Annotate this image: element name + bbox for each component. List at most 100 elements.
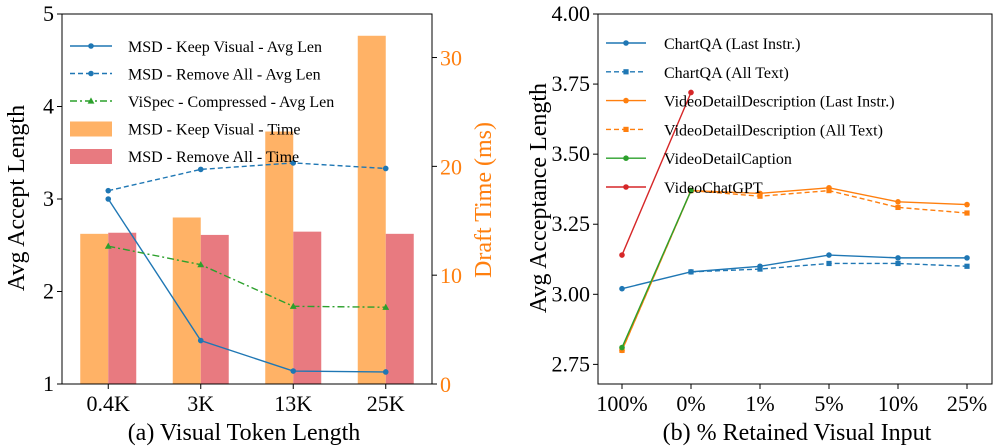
bar-layer [80, 35, 414, 384]
data-point [688, 269, 694, 275]
x-tick-label: 25% [947, 391, 987, 416]
data-point [104, 242, 112, 249]
data-point [895, 199, 901, 205]
legend-label: VideoChatGPT [664, 180, 763, 197]
bar-13K-1 [293, 231, 322, 384]
data-point [382, 303, 390, 310]
legend-label: ChartQA (All Text) [664, 65, 789, 82]
y-axis-label-a: Avg Accept Length [4, 105, 30, 291]
plot-border-b [597, 13, 993, 385]
x-tick-label: 5% [814, 391, 843, 416]
legend-b: ChartQA (Last Instr.) ChartQA (All Text) V… [606, 36, 895, 197]
x-tick-label: 1% [745, 391, 774, 416]
bar-25K-0 [357, 35, 386, 384]
bar-0.4K-1 [108, 232, 137, 384]
chart-panel-a: 1 2 3 4 5 0 10 20 30 0.4K 3K 13K 25K Avg Accept Leng… [4, 1, 497, 446]
legend-label: MSD - Remove All - Avg Len [128, 67, 321, 84]
tick-layer-a: 1 2 3 4 5 0 10 20 30 0.4K 3K 13K 25K [43, 1, 462, 416]
legend-marker [623, 97, 629, 104]
line-layer-b [619, 89, 970, 354]
data-point [826, 187, 832, 194]
data-point [964, 263, 970, 269]
data-point [197, 337, 204, 344]
data-point [382, 369, 389, 375]
data-point [964, 201, 970, 208]
y2-tick-label: 10 [440, 263, 462, 288]
x-tick-label: 0.4K [87, 391, 131, 416]
series-line-3 [621, 189, 968, 351]
x-tick-label: 100% [596, 391, 647, 416]
y-tick-label: 2.75 [552, 351, 591, 376]
data-point [619, 252, 625, 258]
data-point [290, 368, 297, 374]
y-tick-label: 3 [43, 186, 54, 211]
data-point [826, 260, 832, 267]
legend-marker [623, 40, 629, 46]
legend-label: MSD - Keep Visual - Time [128, 122, 301, 139]
legend-marker [88, 70, 94, 77]
legend-label: MSD - Keep Visual - Avg Len [128, 39, 322, 56]
series-line-1 [108, 162, 386, 192]
chart-panel-b: 2.75 3.00 3.25 3.50 3.75 4.00 100% 0% 1% 5% 10% 25%… [526, 1, 993, 446]
y-tick-label: 3.50 [552, 141, 591, 166]
x-tick-label: 0% [676, 391, 705, 416]
x-axis-label-b: (b) % Retained Visual Input [663, 420, 932, 446]
data-point [619, 344, 625, 351]
x-tick-label: 13K [274, 391, 312, 416]
x-axis-label-a: (a) Visual Token Length [128, 420, 361, 446]
series-line-0 [621, 254, 967, 290]
legend-label: VideoDetailDescription (All Text) [664, 122, 883, 139]
series-line-4 [621, 190, 692, 348]
y2-axis-label-a: Draft Time (ms) [471, 122, 497, 278]
data-point [619, 285, 625, 292]
legend-label: VideoDetailDescription (Last Instr.) [664, 94, 895, 111]
legend-a: MSD - Keep Visual - Avg Len MSD - Remove … [70, 39, 334, 166]
y-tick-label: 3.25 [552, 211, 591, 236]
legend-swatch [70, 149, 112, 164]
data-point [289, 302, 297, 309]
data-point [105, 187, 112, 194]
y-tick-label: 3.75 [552, 71, 591, 96]
data-point [688, 187, 694, 194]
bar-3K-0 [172, 217, 201, 384]
y-tick-label: 3.00 [552, 281, 591, 306]
data-point [895, 260, 901, 267]
legend-marker [623, 155, 629, 161]
legend-swatch [70, 121, 112, 137]
legend-label: ChartQA (Last Instr.) [664, 36, 800, 53]
data-point [619, 347, 625, 353]
line-layer [104, 160, 390, 375]
y2-tick-label: 30 [440, 46, 462, 71]
legend-label: ViSpec - Compressed - Avg Len [128, 94, 334, 111]
x-tick-label: 3K [187, 391, 214, 416]
y-tick-label: 1 [43, 371, 54, 396]
data-point [895, 255, 901, 261]
data-point [197, 166, 204, 173]
data-point [688, 89, 694, 96]
data-point [105, 196, 112, 202]
series-line-5 [621, 92, 692, 256]
series-line-0 [107, 198, 386, 373]
legend-marker [623, 126, 629, 132]
y-tick-label: 4.00 [552, 1, 591, 26]
bar-25K-1 [385, 233, 414, 384]
series-line-2 [108, 245, 386, 308]
y2-tick-label: 0 [440, 372, 451, 397]
legend-marker [88, 43, 94, 49]
legend-label: MSD - Remove All - Time [128, 149, 299, 166]
data-point [757, 266, 763, 272]
y-axis-label-b: Avg Acceptance Length [526, 83, 552, 313]
x-tick-label: 10% [878, 391, 918, 416]
axes-frame-b [597, 13, 993, 385]
data-point [197, 261, 205, 268]
x-tick-label: 25K [367, 391, 405, 416]
data-point [895, 204, 901, 211]
legend-marker [623, 184, 629, 190]
legend-label: VideoDetailCaption [664, 151, 792, 168]
bar-0.4K-0 [80, 233, 109, 384]
y2-tick-label: 20 [440, 154, 462, 179]
y-tick-label: 2 [43, 279, 54, 304]
y-tick-label: 4 [43, 94, 54, 119]
series-line-2 [621, 187, 968, 351]
